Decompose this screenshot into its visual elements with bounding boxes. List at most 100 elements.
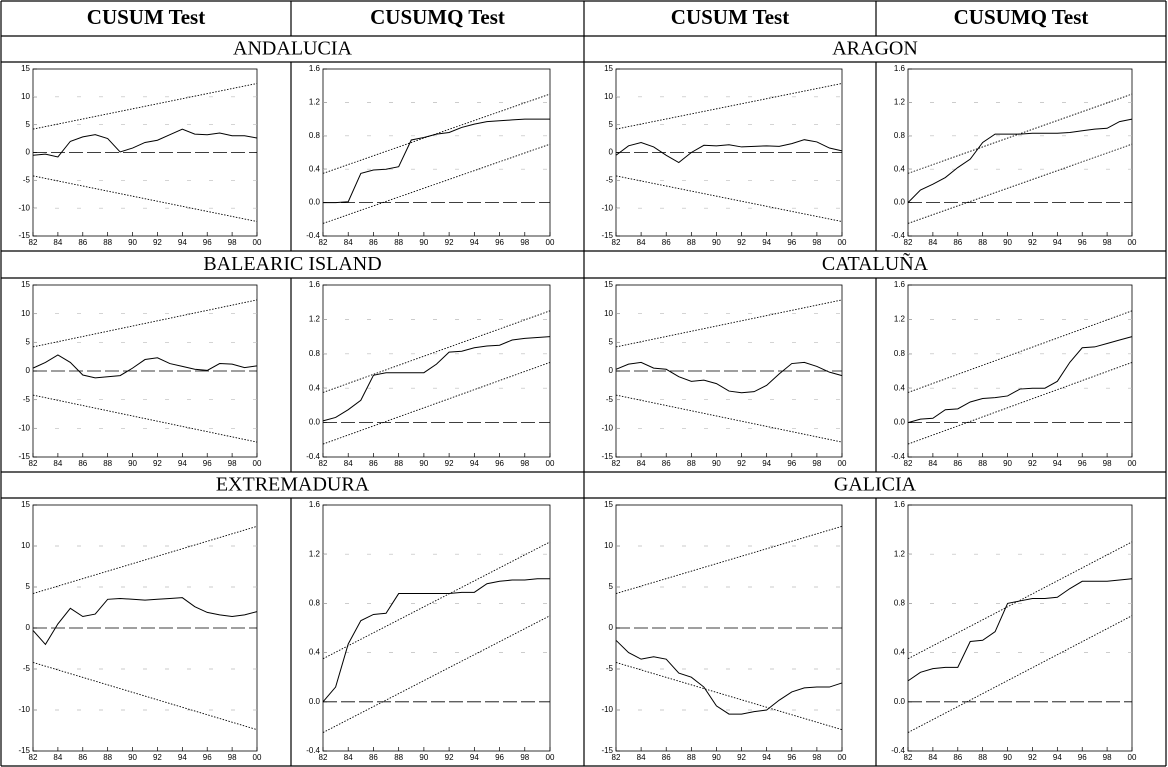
chart: -0.4 0.0 0.4 0.8 1.2 1.6 82 84 86 88 90 92 94 96 98 00 bbox=[306, 280, 555, 468]
x-tick-label: 98 bbox=[520, 459, 529, 468]
y-tick-label: -0.4 bbox=[306, 452, 320, 461]
bound-line bbox=[322, 143, 551, 224]
y-tick-label: 0 bbox=[26, 366, 31, 375]
x-tick-label: 92 bbox=[1028, 238, 1037, 247]
y-tick-label: -15 bbox=[601, 452, 613, 461]
y-tick-label: 0.4 bbox=[894, 164, 906, 173]
x-tick-label: 96 bbox=[1078, 459, 1087, 468]
plot-frame bbox=[322, 284, 551, 458]
x-tick-label: 00 bbox=[838, 459, 847, 468]
y-tick-label: 1.2 bbox=[894, 315, 906, 324]
x-tick-label: 96 bbox=[203, 238, 212, 247]
bound-line bbox=[322, 541, 551, 660]
chart: -15 -10 -5 0 5 10 15 82 84 86 88 90 92 94 96 98 00 bbox=[18, 500, 262, 762]
y-tick-label: -10 bbox=[18, 423, 30, 432]
y-tick-label: 1.6 bbox=[894, 280, 906, 289]
x-tick-label: 90 bbox=[712, 459, 721, 468]
y-tick-label: 1.2 bbox=[309, 315, 321, 324]
x-tick-label: 84 bbox=[928, 753, 937, 762]
column-header: CUSUM Test bbox=[671, 5, 789, 29]
x-tick-label: 84 bbox=[928, 459, 937, 468]
y-tick-label: -15 bbox=[18, 452, 30, 461]
y-tick-label: 5 bbox=[26, 337, 31, 346]
region-name: CATALUÑA bbox=[822, 251, 929, 275]
x-tick-label: 00 bbox=[546, 238, 555, 247]
y-tick-label: 5 bbox=[609, 582, 614, 591]
x-tick-label: 96 bbox=[1078, 753, 1087, 762]
y-tick-label: 5 bbox=[609, 120, 614, 129]
series-line bbox=[32, 128, 258, 158]
x-tick-label: 88 bbox=[687, 459, 696, 468]
series-line bbox=[907, 336, 1133, 424]
x-tick-label: 82 bbox=[29, 753, 38, 762]
x-tick-label: 90 bbox=[419, 753, 428, 762]
y-tick-label: 1.6 bbox=[894, 500, 906, 509]
bound-line bbox=[32, 175, 258, 222]
series-line bbox=[322, 336, 551, 422]
x-tick-label: 00 bbox=[838, 238, 847, 247]
y-tick-label: 10 bbox=[604, 541, 613, 550]
x-tick-label: 86 bbox=[78, 459, 87, 468]
x-tick-label: 96 bbox=[787, 459, 796, 468]
chart: -15 -10 -5 0 5 10 15 82 84 86 88 90 92 94 96 98 00 bbox=[18, 280, 262, 468]
y-tick-label: -5 bbox=[23, 175, 31, 184]
y-tick-label: 5 bbox=[26, 582, 31, 591]
y-tick-label: 0.4 bbox=[309, 164, 321, 173]
chart: -0.4 0.0 0.4 0.8 1.2 1.6 82 84 86 88 90 92 94 96 98 00 bbox=[306, 500, 555, 762]
y-tick-label: 0 bbox=[609, 366, 614, 375]
x-tick-label: 92 bbox=[737, 459, 746, 468]
x-tick-label: 90 bbox=[419, 459, 428, 468]
region-name: EXTREMADURA bbox=[216, 474, 370, 496]
x-tick-label: 88 bbox=[978, 459, 987, 468]
chart: -0.4 0.0 0.4 0.8 1.2 1.6 82 84 86 88 90 92 94 96 98 00 bbox=[891, 64, 1137, 247]
y-tick-label: -15 bbox=[18, 231, 30, 240]
bound-line bbox=[322, 361, 551, 445]
x-tick-label: 82 bbox=[29, 238, 38, 247]
region-name: GALICIA bbox=[834, 474, 917, 496]
x-tick-label: 86 bbox=[662, 238, 671, 247]
x-tick-label: 96 bbox=[203, 753, 212, 762]
y-tick-label: -5 bbox=[23, 664, 31, 673]
x-tick-label: 92 bbox=[737, 238, 746, 247]
chart: -15 -10 -5 0 5 10 15 82 84 86 88 90 92 94 96 98 00 bbox=[601, 64, 847, 247]
y-tick-label: -5 bbox=[606, 175, 614, 184]
bound-line bbox=[907, 361, 1133, 445]
y-tick-label: 0.8 bbox=[309, 599, 321, 608]
x-tick-label: 90 bbox=[128, 238, 137, 247]
plot-frame bbox=[907, 284, 1133, 458]
x-tick-label: 00 bbox=[253, 459, 262, 468]
bound-line bbox=[615, 299, 843, 348]
x-tick-label: 84 bbox=[53, 459, 62, 468]
x-tick-label: 82 bbox=[29, 459, 38, 468]
y-tick-label: 0.0 bbox=[309, 198, 321, 207]
x-tick-label: 00 bbox=[546, 753, 555, 762]
y-tick-label: 0.8 bbox=[309, 131, 321, 140]
y-tick-label: -10 bbox=[18, 705, 30, 714]
x-tick-label: 94 bbox=[178, 238, 187, 247]
series-line bbox=[32, 597, 258, 646]
x-tick-label: 94 bbox=[762, 238, 771, 247]
y-tick-label: 5 bbox=[26, 120, 31, 129]
series-line bbox=[615, 361, 843, 394]
y-tick-label: 15 bbox=[604, 64, 613, 73]
x-tick-label: 00 bbox=[546, 459, 555, 468]
x-tick-label: 94 bbox=[1053, 459, 1062, 468]
x-tick-label: 98 bbox=[228, 238, 237, 247]
x-tick-label: 96 bbox=[203, 459, 212, 468]
x-tick-label: 00 bbox=[1128, 753, 1137, 762]
x-tick-label: 98 bbox=[520, 238, 529, 247]
y-tick-label: -5 bbox=[606, 664, 614, 673]
y-tick-label: -5 bbox=[606, 395, 614, 404]
y-tick-label: 1.2 bbox=[894, 98, 906, 107]
y-tick-label: 10 bbox=[604, 92, 613, 101]
x-tick-label: 98 bbox=[1103, 459, 1112, 468]
x-tick-label: 86 bbox=[369, 753, 378, 762]
x-tick-label: 84 bbox=[637, 238, 646, 247]
x-tick-label: 00 bbox=[253, 238, 262, 247]
y-tick-label: -0.4 bbox=[306, 746, 320, 755]
plot-frame bbox=[907, 68, 1133, 237]
series-line bbox=[323, 118, 550, 204]
y-tick-label: 0.4 bbox=[309, 383, 321, 392]
column-header: CUSUMQ Test bbox=[370, 5, 505, 29]
